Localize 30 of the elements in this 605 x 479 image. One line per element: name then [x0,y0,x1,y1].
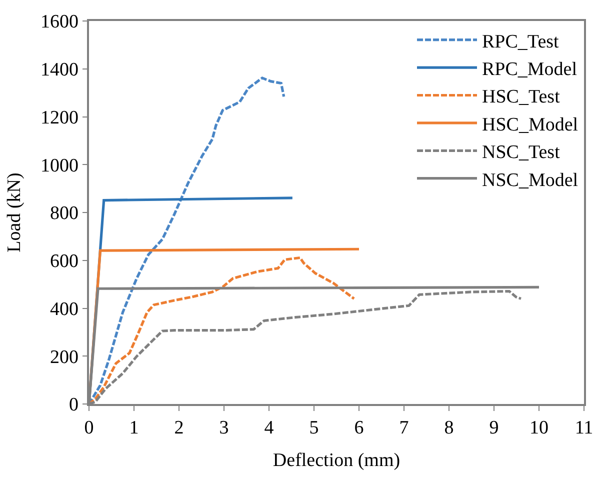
x-tick-label: 11 [574,418,594,439]
y-tick-label: 1600 [40,12,78,33]
y-tick-label: 1200 [40,107,78,128]
x-tick-label: 10 [530,418,548,439]
y-tick-label: 0 [68,394,78,416]
x-tick-label: 1 [129,418,139,439]
x-tick-label: 4 [264,418,274,439]
y-tick-label: 1000 [40,155,78,176]
legend-label: NSC_Model [482,170,578,191]
x-tick-label: 7 [399,418,409,439]
y-tick-label: 1400 [40,60,78,81]
line-series [89,76,286,404]
x-tick-label: 9 [489,418,499,439]
x-tick-label: 5 [309,418,319,439]
legend-label: NSC_Test [482,142,561,164]
y-tick-label: 200 [50,346,78,368]
y-tick-label: 400 [50,298,78,320]
x-tick-label: 0 [84,418,94,439]
y-tick-label: 800 [50,203,78,224]
y-axis-title: Load (kN) [4,172,25,252]
x-tick-label: 3 [219,418,229,439]
x-tick-label: 2 [174,418,184,439]
x-tick-label: 6 [354,418,364,439]
legend-label: RPC_Test [482,31,560,52]
legend-label: HSC_Model [482,114,578,136]
x-axis-title: Deflection (mm) [272,450,400,471]
y-tick-label: 600 [50,251,78,272]
legend-label: RPC_Model [482,58,578,80]
legend-label: HSC_Test [482,86,561,108]
x-tick-label: 8 [444,418,454,439]
